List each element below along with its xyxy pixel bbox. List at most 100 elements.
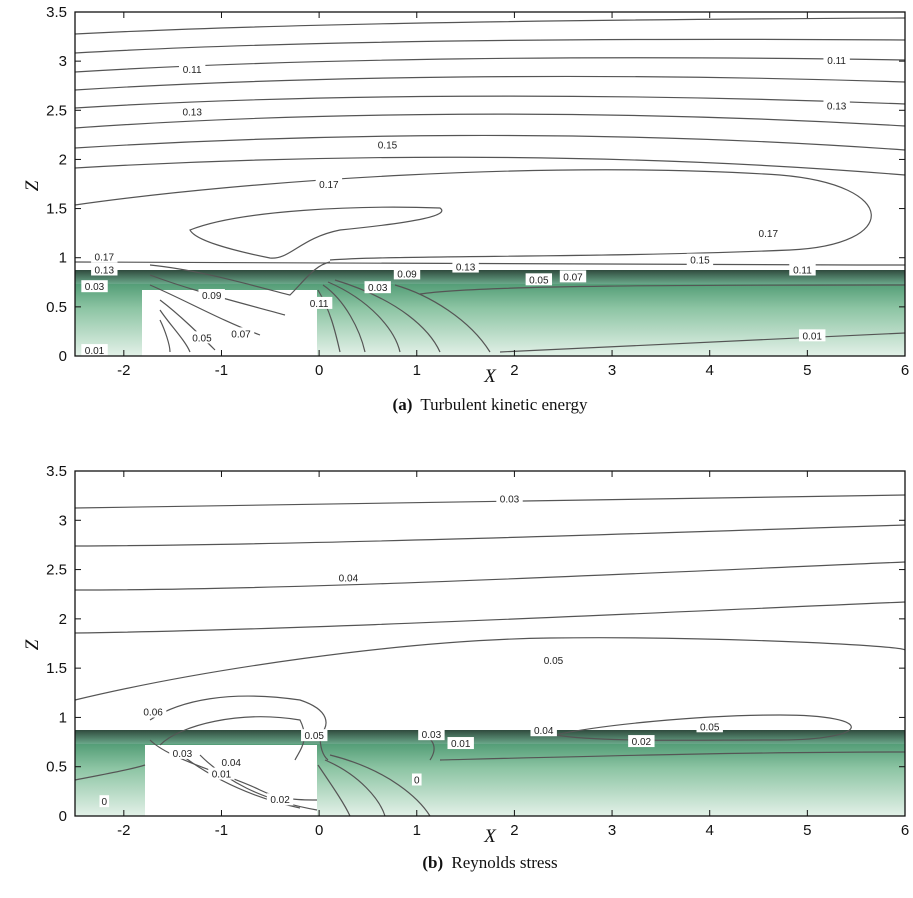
panel-a-xlabel: X (483, 366, 497, 387)
panel-a-contour-label: 0.05 (192, 333, 212, 344)
panel-b-contour-label: 0.04 (339, 573, 359, 584)
panel-a-contour-label-bg (305, 296, 333, 309)
panel-b-caption-text: Reynolds stress (451, 853, 557, 872)
panel-a-ytick-label: 3.5 (46, 4, 67, 21)
panel-b-contour-labels: 0.030.040.050.060.030.040.010.020.05 0.03… (99, 492, 723, 808)
panel-b-ytick-label: 2.5 (46, 562, 67, 579)
panel-b-ytick-label: 3.5 (46, 463, 67, 480)
panel-a-contour-label: 0.03 (368, 283, 388, 294)
panel-a-contour-label-bg (823, 99, 850, 112)
panel-b-ytick-label: 1.5 (46, 660, 67, 677)
panel-a-contour-label-bg (178, 62, 206, 75)
panel-a-xtick-label: 4 (706, 362, 714, 379)
panel-a-xtick-label: 1 (413, 362, 421, 379)
panel-a-xtick-label: 3 (608, 362, 616, 379)
panel-a-contour-label-bg (364, 281, 391, 294)
panel-a-contour-label: 0.17 (95, 253, 115, 264)
panel-b-contour-label-bg (169, 746, 196, 759)
panel-a-contour-label: 0.13 (182, 107, 202, 118)
panel-b-ylabel: Z (22, 639, 43, 650)
panel-b-ytick-label: 1 (59, 709, 67, 726)
panel-b-ytick-label: 3 (59, 512, 67, 529)
panel-a-contour-label: 0.15 (690, 256, 710, 267)
panel-a-contour-label-bg (188, 331, 216, 344)
panel-b-reynolds: 0.030.040.050.060.030.040.010.020.05 0.03… (22, 463, 909, 872)
panel-b-xtick-label: 0 (315, 822, 323, 839)
panel-a-contour-label: 0.03 (85, 282, 105, 293)
panel-a-contour-label: 0.11 (310, 299, 329, 310)
panel-b-xtick-label: -1 (215, 822, 228, 839)
panel-b-xtick-label: 2 (510, 822, 518, 839)
panel-b-contour-label: 0.03 (173, 749, 193, 760)
panel-b-contour-label: 0.03 (422, 730, 442, 741)
panel-b-contour-label-bg (628, 735, 655, 748)
panel-a-contour-label-bg (227, 327, 255, 340)
panel-a-ytick-label: 0 (59, 348, 67, 365)
panel-a-contour-label-bg (91, 263, 118, 276)
panel-a-fill (75, 270, 905, 356)
panel-a-contour-label: 0.09 (202, 291, 222, 302)
panel-b-contour-label: 0.02 (270, 795, 290, 806)
panel-a-ytick-label: 1 (59, 250, 67, 267)
panel-a-contour-label: 0.05 (529, 275, 549, 286)
panel-b-contour-label-bg (411, 773, 422, 786)
panel-b-contour-label-bg (99, 795, 110, 808)
panel-a-xtick-label: 0 (315, 362, 323, 379)
panel-a-contour-label: 0.01 (85, 346, 105, 357)
panel-b-fill (75, 730, 905, 816)
panel-b-contour-label-bg (266, 793, 294, 806)
panel-a-contour-label: 0.11 (183, 65, 202, 76)
panel-a-contour-label-bg (452, 260, 479, 273)
panel-a-contour-label-bg (525, 273, 553, 286)
panel-b-ytick-label: 2 (59, 611, 67, 628)
panel-b-contour-label: 0.05 (700, 722, 720, 733)
panel-a-contour-label-bg (315, 177, 343, 190)
panel-b-ytick-label: 0.5 (46, 759, 67, 776)
panel-a-ytick-label: 2.5 (46, 102, 67, 119)
panel-b-caption-letter: (b) (422, 853, 443, 872)
panel-a-contour-label: 0.13 (456, 263, 476, 274)
panel-a-contour-label-bg (81, 344, 108, 357)
panel-b-xtick-label: 5 (803, 822, 811, 839)
panel-a-ytick-label: 0.5 (46, 299, 67, 316)
panel-b-contour-label-bg (335, 571, 362, 584)
panel-b-contour-label-bg (540, 654, 567, 667)
panel-a-contour-label-bg (559, 270, 587, 283)
panel-a-frame (74, 11, 906, 357)
panel-a-ytick-label: 2 (59, 151, 67, 168)
panel-b-yticks: 0 0.5 1 1.5 2 2.5 3 3.5 (46, 463, 905, 825)
panel-a-contour-label-bg (789, 263, 816, 276)
panel-a-ytick-label: 1.5 (46, 201, 67, 218)
panel-b-contour-label: 0.01 (451, 739, 471, 750)
panel-a-contour-label-bg (686, 253, 714, 266)
panel-a-caption-text: Turbulent kinetic energy (420, 395, 588, 414)
panel-a-contour-label-bg (393, 267, 421, 280)
panel-b-contour-label: 0.02 (632, 737, 652, 748)
panel-a-xtick-label: 5 (803, 362, 811, 379)
panel-a-caption: (a) Turbulent kinetic energy (393, 395, 588, 414)
panel-a-contour-labels: 0.110.110.130.130.150.170.170.170.130.03… (81, 54, 850, 357)
panel-b-contour-label-bg (301, 729, 328, 742)
panel-a-contour-label: 0.11 (827, 56, 846, 67)
panel-b-contour-label-bg (218, 755, 245, 768)
panel-b-contour-label-bg (208, 767, 235, 780)
panel-b-contour-label: 0.06 (143, 708, 163, 719)
panel-a-yticks: 0 0.5 1 1.5 2 2.5 3 3.5 (46, 4, 905, 365)
panel-a-contour-label: 0.15 (378, 141, 398, 152)
panel-b-contour-label-bg (496, 492, 523, 505)
panel-b-contour-label: 0.05 (544, 656, 564, 667)
panel-a-caption-letter: (a) (393, 395, 413, 414)
panel-b-contour-label-bg (418, 728, 445, 741)
panel-b-contour-label: 0 (102, 797, 108, 808)
panel-a-contour-label-bg (178, 105, 206, 118)
panel-a-ylabel: Z (22, 180, 43, 191)
panel-a-contour-label-bg (198, 289, 225, 302)
panel-b-xtick-label: 4 (706, 822, 714, 839)
panel-a-contour-label: 0.07 (231, 329, 251, 340)
panel-a-contour-label: 0.13 (827, 101, 847, 112)
panel-a-contour-label-bg (799, 329, 826, 342)
panel-b-contour-label: 0.04 (534, 726, 554, 737)
panel-a-tke: 0.110.110.130.130.150.170.170.170.130.03… (22, 4, 909, 414)
panel-b-xticks: -2 -1 0 1 2 3 4 5 6 (117, 471, 909, 839)
